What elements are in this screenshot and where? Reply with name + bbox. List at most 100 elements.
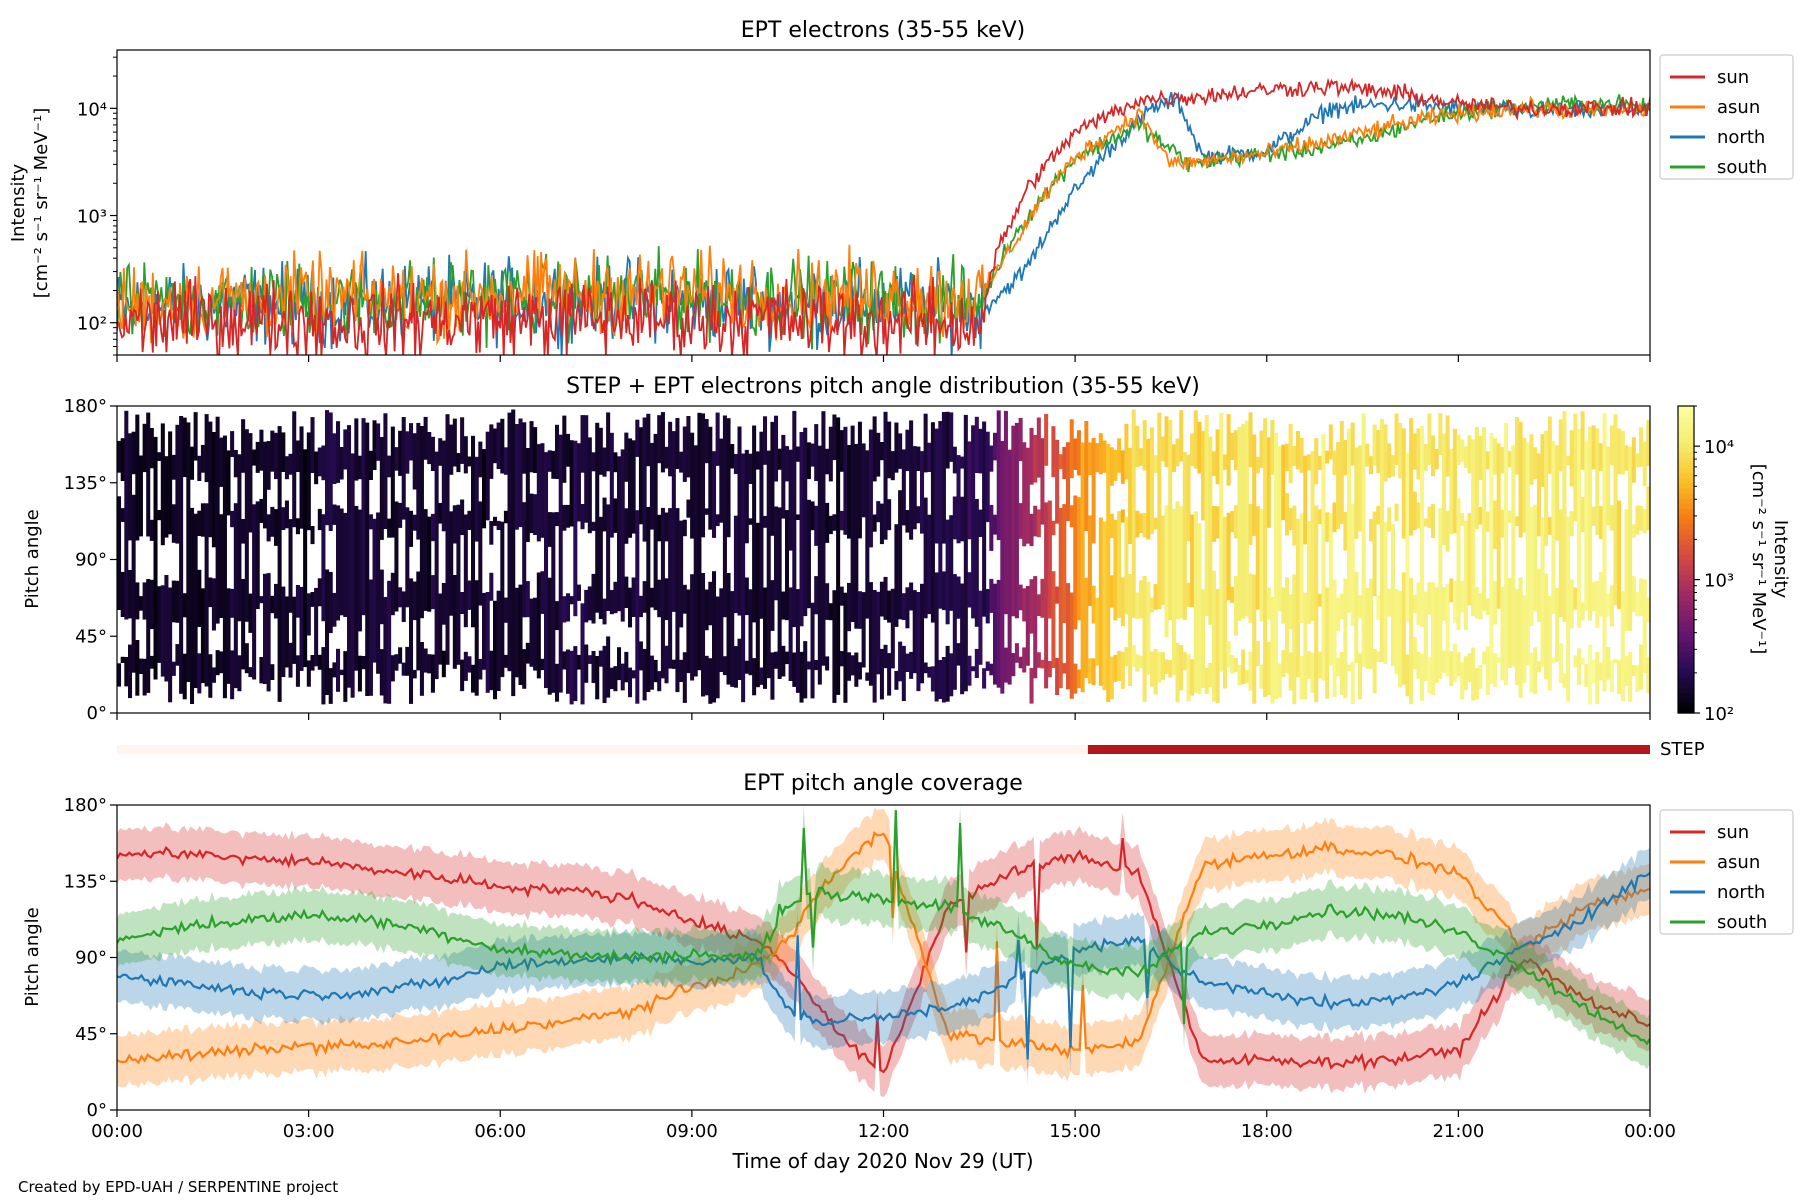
pad-cell bbox=[1022, 647, 1027, 673]
pad-cell bbox=[547, 512, 552, 547]
pad-cell bbox=[525, 642, 530, 664]
pad-x-ticks bbox=[116, 713, 1651, 720]
pad-cell bbox=[606, 412, 611, 472]
pad-cell bbox=[569, 596, 574, 605]
panel-intensity-title: EPT electrons (35-55 keV) bbox=[741, 18, 1026, 43]
pad-cell bbox=[690, 574, 695, 681]
pad-cell bbox=[865, 672, 870, 681]
pad-cell bbox=[1230, 432, 1235, 461]
pad-cell bbox=[810, 443, 815, 467]
pad-cell bbox=[1036, 509, 1041, 538]
pad-cell bbox=[1646, 420, 1651, 467]
pad-cell bbox=[222, 435, 227, 699]
pad-cell bbox=[401, 662, 406, 676]
colorbar-segment bbox=[1678, 692, 1694, 699]
pad-cell bbox=[314, 451, 319, 485]
pad-cell bbox=[945, 519, 950, 625]
pad-cell bbox=[1252, 574, 1257, 704]
pad-cell bbox=[485, 592, 490, 693]
pad-cell bbox=[376, 423, 381, 461]
pad-cell bbox=[368, 514, 373, 530]
colorbar-segment bbox=[1678, 498, 1694, 504]
pad-cell bbox=[354, 418, 359, 481]
pad-cell bbox=[452, 505, 457, 544]
pad-cell bbox=[566, 504, 571, 528]
pad-cell bbox=[1591, 659, 1596, 683]
pad-cell bbox=[1051, 520, 1056, 536]
pad-cell bbox=[379, 649, 384, 696]
pad-cell bbox=[1270, 596, 1275, 704]
pad-cell bbox=[522, 502, 527, 618]
pad-cell bbox=[1212, 451, 1217, 476]
colorbar-segment bbox=[1678, 605, 1694, 612]
pad-cell bbox=[430, 654, 435, 693]
pad-cell bbox=[1128, 574, 1133, 686]
pad-cell bbox=[394, 654, 399, 671]
pad-cell bbox=[405, 646, 410, 676]
pad-cell bbox=[817, 445, 822, 685]
pad-cell bbox=[1233, 430, 1238, 471]
pad-cell bbox=[628, 667, 633, 698]
pad-cell bbox=[777, 507, 782, 679]
pad-cell bbox=[117, 663, 122, 687]
pad-cell bbox=[1062, 663, 1067, 674]
pad-cell bbox=[1270, 419, 1275, 475]
pad-cell bbox=[657, 415, 662, 464]
colorbar-label-line1: Intensity bbox=[1770, 520, 1791, 599]
pad-cell bbox=[295, 585, 300, 618]
pad-cell bbox=[547, 450, 552, 472]
coverage-x-tick-label: 12:00 bbox=[858, 1121, 910, 1142]
pad-cell bbox=[883, 576, 888, 620]
pad-cell bbox=[978, 509, 983, 537]
pad-cell bbox=[1606, 646, 1611, 680]
pad-cell bbox=[332, 504, 337, 525]
pad-cell bbox=[405, 507, 410, 608]
pad-cell bbox=[1343, 578, 1348, 699]
pad-cell bbox=[1018, 584, 1023, 611]
pad-cell bbox=[1179, 645, 1184, 691]
pad-cell bbox=[1303, 592, 1308, 700]
pad-cell bbox=[952, 496, 957, 540]
pad-cell bbox=[1120, 509, 1125, 523]
pad-cell bbox=[317, 654, 322, 670]
pad-cell bbox=[1266, 587, 1271, 620]
pad-cell bbox=[211, 578, 216, 631]
pad-cell bbox=[1281, 587, 1286, 624]
pad-cell bbox=[887, 499, 892, 531]
pad-cell bbox=[832, 590, 837, 703]
pad-cell bbox=[1102, 440, 1107, 473]
pad-cell bbox=[398, 647, 403, 664]
pad-cell bbox=[795, 589, 800, 693]
pad-cell bbox=[1306, 521, 1311, 624]
pad-cell bbox=[938, 421, 943, 609]
pad-cell bbox=[814, 660, 819, 671]
pad-cell bbox=[204, 414, 209, 483]
pad-cell bbox=[412, 514, 417, 531]
pad-cell bbox=[427, 432, 432, 465]
pad-cell bbox=[1456, 652, 1461, 677]
pad-cell bbox=[1405, 452, 1410, 622]
pad-cell bbox=[956, 455, 961, 544]
pad-cell bbox=[715, 412, 720, 466]
pad-cell bbox=[288, 519, 293, 613]
pad-cell bbox=[1635, 453, 1640, 468]
pad-cell bbox=[120, 656, 125, 663]
pad-cell bbox=[748, 453, 753, 484]
pad-cell bbox=[679, 451, 684, 473]
colorbar-segment bbox=[1678, 446, 1694, 453]
pad-cell bbox=[562, 596, 567, 623]
pad-cell bbox=[1588, 644, 1593, 705]
pad-cell bbox=[390, 655, 395, 682]
pad-cell bbox=[909, 651, 914, 679]
pad-cell bbox=[1409, 577, 1414, 705]
pad-cell bbox=[1401, 428, 1406, 539]
pad-cell bbox=[321, 445, 326, 481]
pad-cell bbox=[1069, 419, 1074, 479]
pad-cell bbox=[467, 456, 472, 467]
pad-cell bbox=[587, 655, 592, 664]
pad-cell bbox=[1387, 588, 1392, 617]
pad-cell bbox=[1365, 588, 1370, 669]
pad-cell bbox=[1606, 446, 1611, 526]
pad-cell bbox=[1157, 412, 1162, 610]
colorbar-segment bbox=[1678, 641, 1694, 648]
